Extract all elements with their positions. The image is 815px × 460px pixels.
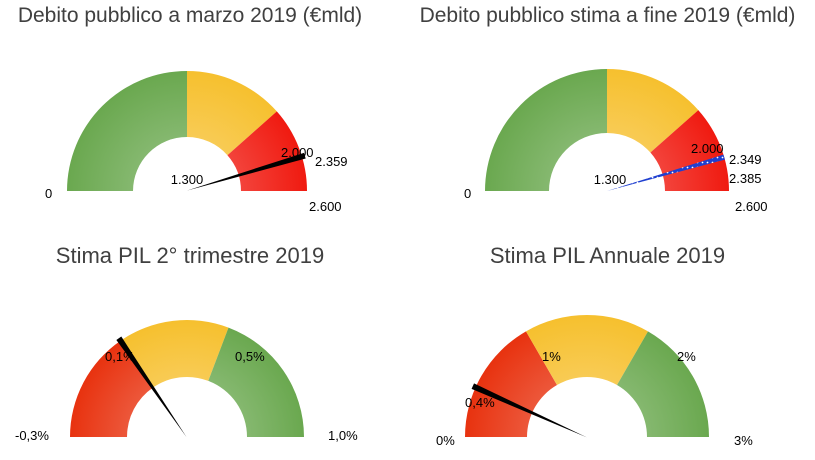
gauge-band-1	[187, 71, 277, 156]
gauge-band-2	[617, 331, 709, 437]
gauge-tick-label: 0,5%	[235, 349, 265, 364]
gauge-panel-debt-estimate: Debito pubblico stima a fine 2019 (€mld)…	[400, 0, 815, 215]
gauge-title: Stima PIL Annuale 2019	[489, 243, 726, 268]
gauge-band-0	[485, 69, 607, 191]
gauge-needle	[116, 336, 187, 438]
gauge-tick-label: -0,3%	[15, 428, 49, 443]
gauge-tick-label: 2.000	[691, 141, 724, 156]
gauge-title: Debito pubblico a marzo 2019 (€mld)	[17, 4, 363, 27]
gauge-title: Debito pubblico stima a fine 2019 (€mld)	[419, 4, 796, 27]
gauge-tick-label: 2.600	[309, 199, 342, 214]
gauge-panel-gdp-q2: Stima PIL 2° trimestre 2019 -0,3% 0,1% 0,5…	[0, 243, 380, 460]
gauge-range-wedge	[607, 154, 725, 191]
gauge-band-0	[465, 331, 557, 437]
gauge-panel-debt-march: Debito pubblico a marzo 2019 (€mld) 0 1.3…	[0, 0, 380, 215]
gauge-range-label: 2.385	[729, 171, 762, 186]
gauge-needle	[471, 383, 587, 438]
gauge-tick-label: 2.000	[281, 145, 314, 160]
gauge-value-label: 2.359	[315, 154, 348, 169]
gauge-tick-label: 2%	[677, 349, 696, 364]
gauge-band-2	[650, 110, 729, 191]
gauge-chart-gdp-q2: -0,3%0,1% 0,5%1,0%	[15, 320, 358, 443]
gauge-chart-debt-march: 0 1.300 2.000 2.600 2.359	[45, 71, 348, 214]
gauge-tick-label: 1.300	[171, 172, 204, 187]
gauge-band-1	[607, 69, 699, 153]
gauge-tick-label: 1%	[542, 349, 561, 364]
gauge-panel-gdp-annual: Stima PIL Annuale 2019 0% 1% 2% 3% 0,4%	[400, 243, 815, 460]
gauge-band-0	[67, 71, 187, 191]
gauge-tick-label: 2.600	[735, 199, 768, 214]
gauge-tick-label: 0	[464, 186, 471, 201]
gauge-chart-debt-estimate: 0 1.300 2.000 2.600 2.349 2.385	[464, 69, 768, 214]
gauge-tick-label: 0	[45, 186, 52, 201]
gauge-band-2	[208, 327, 304, 437]
gauge-tick-label: 0%	[436, 433, 455, 448]
gauge-title: Stima PIL 2° trimestre 2019	[55, 243, 325, 268]
gauge-tick-label: 1.300	[594, 172, 627, 187]
gauge-band-0	[70, 340, 153, 437]
gauge-tick-label: 1,0%	[328, 428, 358, 443]
gauge-band-1	[120, 320, 229, 388]
gauge-band-1	[526, 315, 648, 386]
gauge-value-label: 0,4%	[465, 395, 495, 410]
gauge-tick-label: 3%	[734, 433, 753, 448]
gauge-range-label: 2.349	[729, 152, 762, 167]
gauge-needle	[186, 152, 306, 191]
gauge-chart-gdp-annual: 0% 1% 2% 3% 0,4%	[436, 315, 753, 448]
